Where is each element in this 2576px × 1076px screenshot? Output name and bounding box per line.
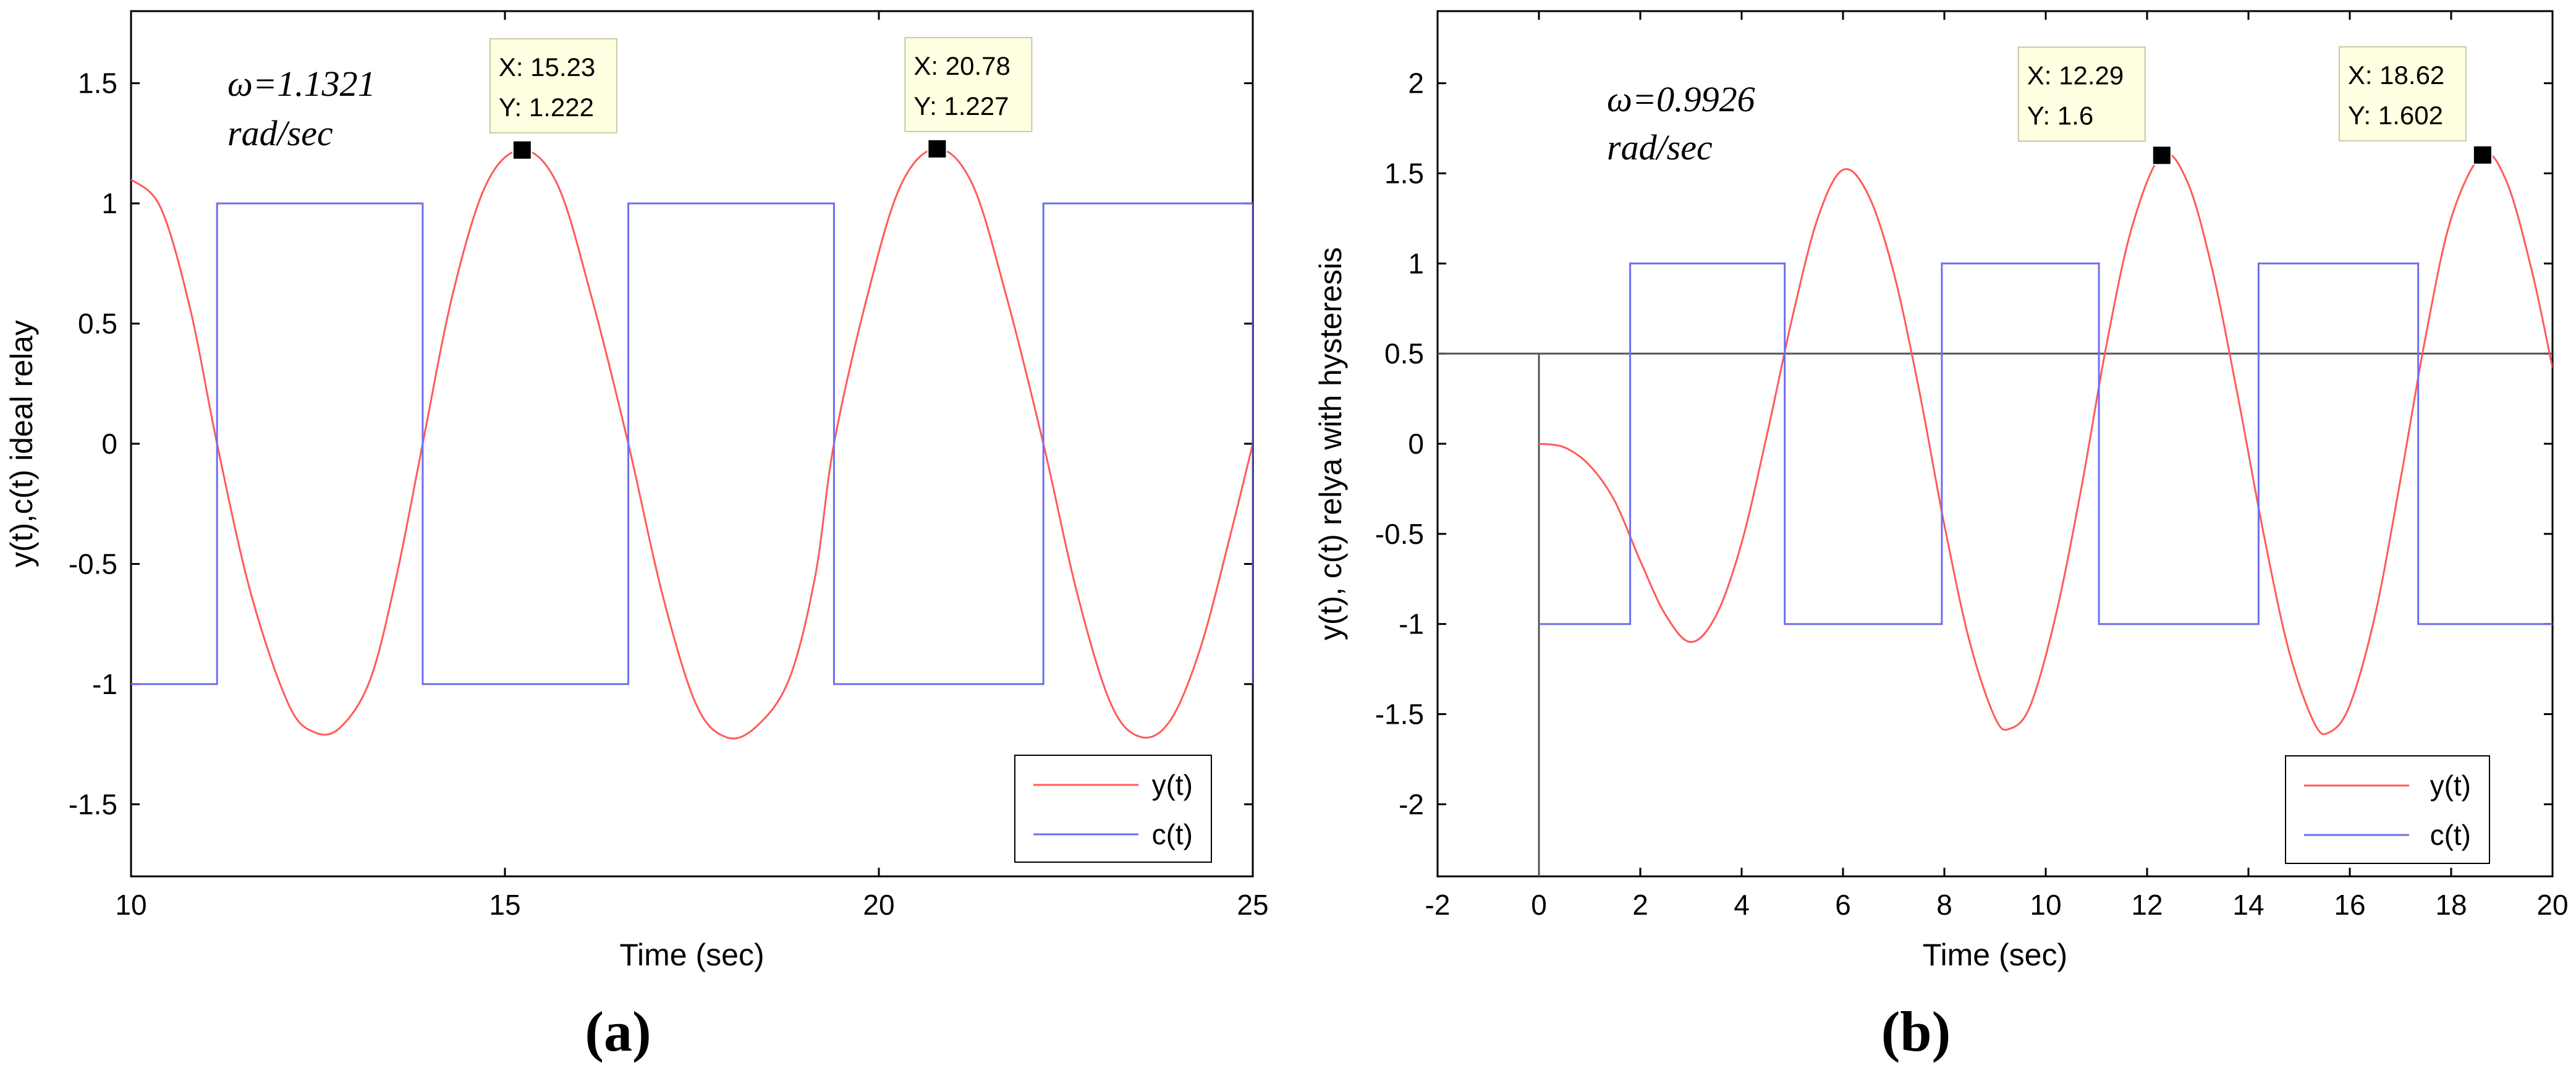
- x-tick-label: 12: [2131, 889, 2163, 921]
- panel-label: (b): [1881, 1000, 1951, 1063]
- series-line-yt: [1538, 152, 2553, 735]
- panel-label-open: (: [1881, 1000, 1900, 1063]
- series-line-ct: [131, 202, 1253, 685]
- panel-label-open: (: [585, 1000, 604, 1063]
- x-tick-label: 4: [1734, 889, 1750, 921]
- legend-box: [2285, 755, 2490, 864]
- plot-area-frame: [1436, 10, 2554, 878]
- panel-label-letter: b: [1900, 1000, 1931, 1063]
- y-tick-label: 0.5: [78, 308, 117, 340]
- y-tick-label: 0: [1408, 428, 1424, 460]
- x-tick-label: 15: [489, 889, 520, 921]
- panel-label-close: ): [632, 1000, 651, 1063]
- datatip-box: [2338, 46, 2467, 142]
- datatip-marker: [927, 138, 947, 159]
- x-tick-label: 8: [1936, 889, 1952, 921]
- x-tick-label: 16: [2334, 889, 2365, 921]
- datatip-marker: [2151, 145, 2172, 166]
- y-tick-label: -0.5: [1375, 518, 1424, 550]
- x-tick-label: 2: [1632, 889, 1648, 921]
- series-line-yt: [131, 148, 1253, 740]
- x-tick-label: 25: [1237, 889, 1268, 921]
- y-tick-label: 1.5: [1384, 158, 1424, 190]
- panel-label-letter: a: [604, 1000, 632, 1063]
- y-tick-label: -0.5: [69, 548, 117, 580]
- x-tick-label: 20: [863, 889, 894, 921]
- y-tick-label: 0: [101, 428, 117, 460]
- legend-box: [1014, 755, 1212, 863]
- legend-entry-label: c(t): [2430, 819, 2471, 851]
- y-tick-label: 0.5: [1384, 337, 1424, 370]
- datatip-y-label: Y: 1.227: [913, 91, 1009, 121]
- legend-entry-label: c(t): [1152, 818, 1193, 850]
- y-tick-label: -1: [92, 668, 117, 700]
- datatip-x-label: X: 20.78: [913, 51, 1010, 80]
- y-tick-label: -1: [1399, 608, 1424, 640]
- x-tick-label: 6: [1835, 889, 1851, 921]
- y-tick-label: 1.5: [78, 67, 117, 100]
- x-tick-label: 14: [2232, 889, 2264, 921]
- x-tick-label: 20: [2536, 889, 2568, 921]
- omega-annotation: ω=1.1321: [227, 64, 376, 104]
- x-tick-label: -2: [1425, 889, 1451, 921]
- panel-label-close: ): [1932, 1000, 1951, 1063]
- datatip-box: [2017, 46, 2146, 142]
- series-line-ct: [1539, 262, 2553, 625]
- omega-unit-annotation: rad/sec: [227, 113, 333, 153]
- x-tick-label: 10: [2030, 889, 2061, 921]
- y-axis-label: y(t),c(t) ideal relay: [4, 320, 39, 567]
- datatip-y-label: Y: 1.6: [2027, 101, 2093, 130]
- x-axis-label: Time (sec): [619, 938, 764, 972]
- y-tick-label: -1.5: [1375, 698, 1424, 731]
- y-tick-label: 1: [1408, 247, 1424, 279]
- y-axis-label: y(t), c(t) relya with hysteresis: [1313, 247, 1348, 640]
- datatip-x-label: X: 18.62: [2348, 61, 2444, 90]
- legend-entry-label: y(t): [1152, 769, 1193, 801]
- datatip-marker: [2472, 145, 2493, 165]
- y-tick-label: -2: [1399, 788, 1424, 820]
- datatip-y-label: Y: 1.602: [2348, 101, 2443, 130]
- datatip-marker: [512, 140, 532, 160]
- plot-area-frame: [130, 10, 1254, 878]
- datatip-x-label: X: 12.29: [2027, 61, 2124, 90]
- x-tick-label: 0: [1531, 889, 1547, 921]
- legend-entry-label: y(t): [2430, 769, 2471, 802]
- datatip-y-label: Y: 1.222: [499, 93, 594, 122]
- omega-unit-annotation: rad/sec: [1607, 127, 1713, 167]
- x-tick-label: 10: [115, 889, 146, 921]
- x-tick-label: 18: [2435, 889, 2467, 921]
- panel-a: 10 15 20 25 -1.5 -1 -0.5 0 0.5 1 1.5 X: 15.23 Y: 1.2…: [4, 10, 1269, 1063]
- panel-label: (a): [585, 1000, 651, 1063]
- y-tick-label: -1.5: [69, 788, 117, 820]
- datatip-box: [904, 36, 1033, 132]
- panel-b: -2 0 2 4 6 8 10 12 14 16 18 20 -2 -1.5 -1 -0.5 0 0.5 1 1.5 2…: [1313, 10, 2569, 1063]
- datatip-box: [489, 38, 617, 133]
- y-tick-label: 2: [1408, 67, 1424, 100]
- omega-annotation: ω=0.9926: [1607, 79, 1755, 119]
- x-axis-label: Time (sec): [1923, 938, 2067, 972]
- datatip-x-label: X: 15.23: [499, 53, 595, 82]
- y-tick-label: 1: [101, 187, 117, 219]
